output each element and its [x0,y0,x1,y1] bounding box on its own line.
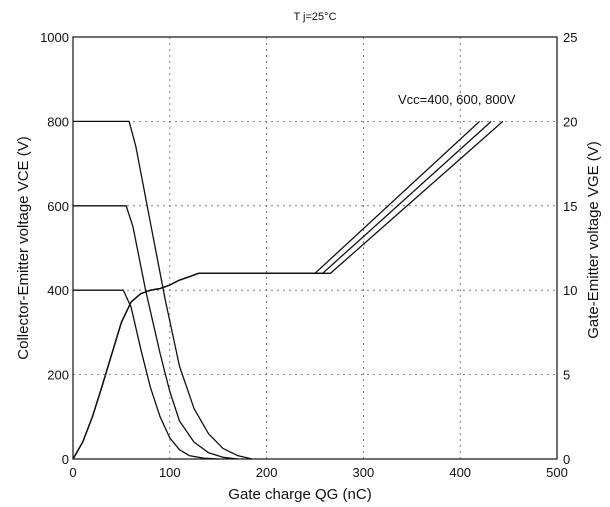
y-right-tick-label: 10 [563,283,577,298]
y-left-tick-label: 1000 [40,30,69,45]
annotation-vcc: Vcc=400, 600, 800V [398,92,516,107]
vce-series-line [73,205,238,460]
y-left-tick-label: 0 [62,452,69,467]
plot-frame [72,36,558,460]
series-lines [72,120,504,460]
vce-series-line [73,289,219,460]
x-tick-label: 300 [353,465,375,480]
y-axis-right-title: Gate-Emitter voltage VGE (V) [585,141,602,339]
x-tick-label: 500 [546,465,568,480]
y-left-tick-label: 800 [47,114,69,129]
x-tick-label: 100 [159,465,181,480]
y-left-tick-label: 400 [47,283,69,298]
y-right-tick-label: 20 [563,114,577,129]
axis-ticks: 0 100 200 300 400 500020040060080010000510152… [40,30,577,480]
y-axis-left-title: Collector-Emitter voltage VCE (V) [15,136,32,359]
y-right-tick-label: 25 [563,30,577,45]
x-tick-label: 0 [69,465,76,480]
vce-series-line [73,120,253,460]
y-right-tick-label: 15 [563,199,577,214]
x-tick-label: 400 [449,465,471,480]
y-right-tick-label: 5 [563,368,570,383]
y-left-tick-label: 200 [47,368,69,383]
y-left-tick-label: 600 [47,199,69,214]
chart-title: T j=25°C [293,11,336,23]
grid-lines [73,37,557,459]
y-right-tick-label: 0 [563,452,570,467]
vge-series-line [72,120,504,460]
x-axis-title: Gate charge QG (nC) [228,486,371,503]
x-tick-label: 200 [256,465,278,480]
